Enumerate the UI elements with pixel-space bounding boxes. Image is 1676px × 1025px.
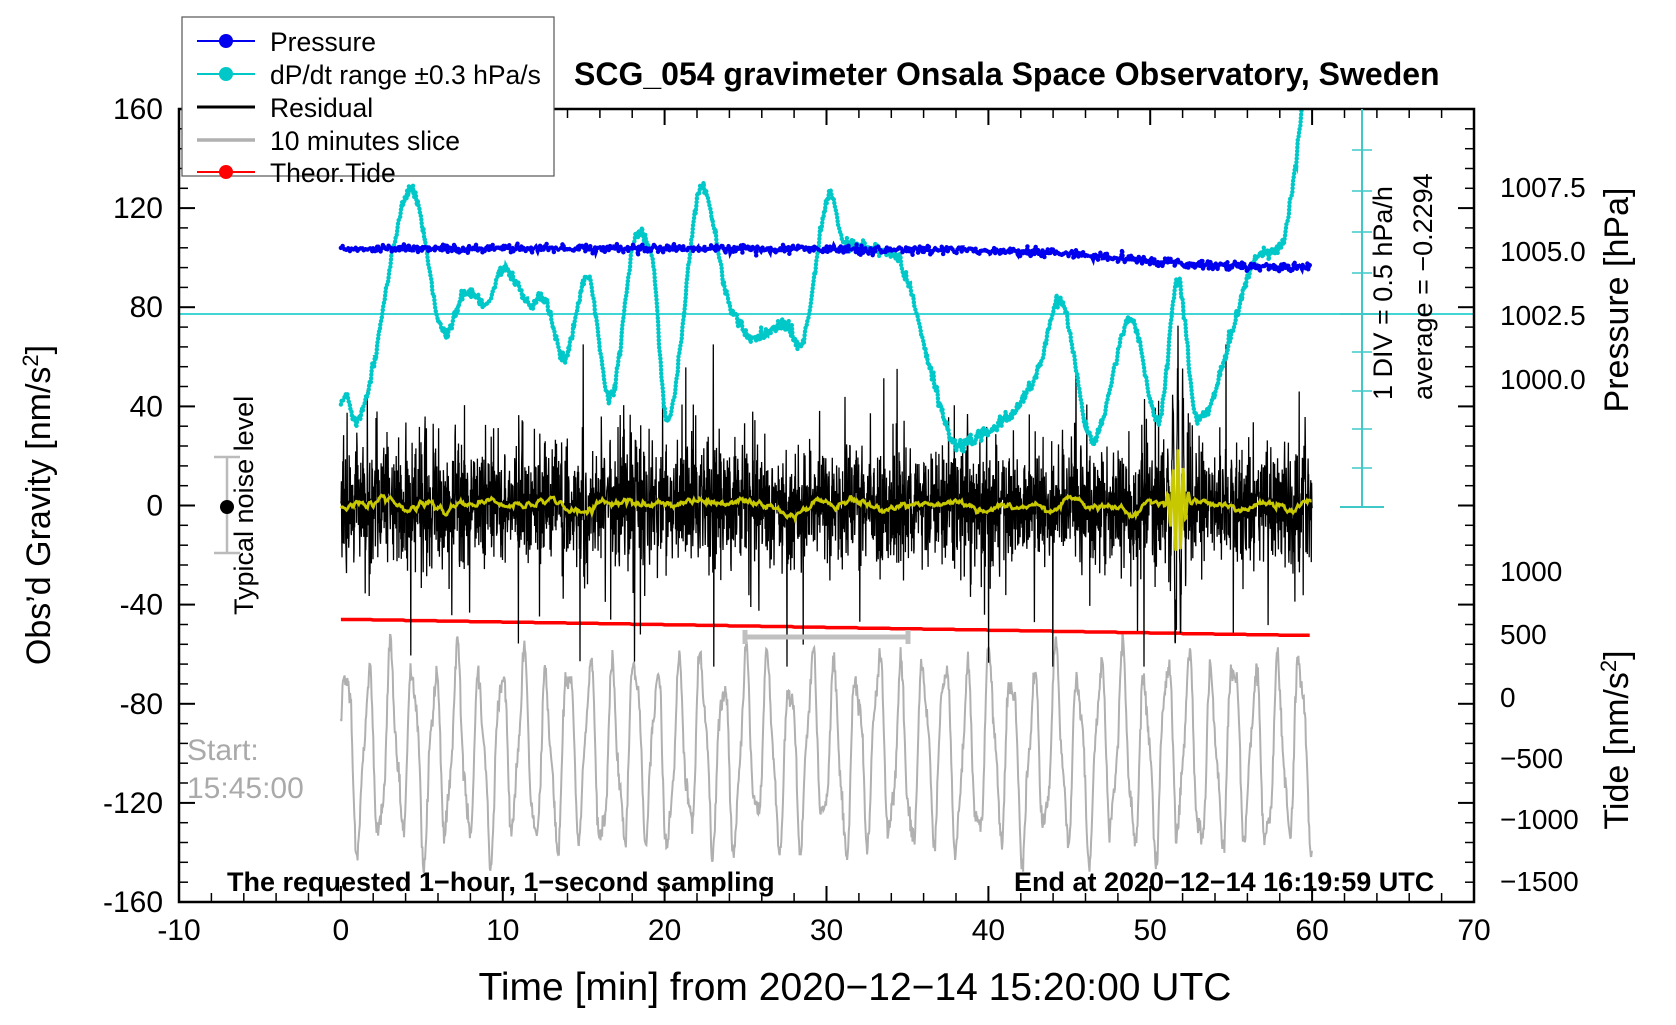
- svg-text:−1000: −1000: [1500, 804, 1579, 835]
- svg-text:30: 30: [810, 914, 843, 947]
- svg-text:0: 0: [146, 490, 163, 523]
- svg-text:−500: −500: [1500, 743, 1563, 774]
- svg-text:dP/dt range ±0.3 hPa/s: dP/dt range ±0.3 hPa/s: [270, 60, 541, 90]
- svg-text:40: 40: [972, 914, 1005, 947]
- svg-text:Time [min] from 2020−12−14 15:: Time [min] from 2020−12−14 15:20:00 UTC: [479, 966, 1232, 1009]
- svg-text:-160: -160: [103, 886, 163, 919]
- svg-text:Typical noise level: Typical noise level: [229, 396, 259, 615]
- svg-text:Pressure: Pressure: [270, 27, 376, 57]
- svg-text:Pressure [hPa]: Pressure [hPa]: [1598, 188, 1636, 413]
- svg-text:-120: -120: [103, 787, 163, 820]
- svg-text:−1500: −1500: [1500, 866, 1579, 897]
- svg-text:-10: -10: [157, 914, 200, 947]
- svg-text:160: 160: [113, 93, 163, 126]
- svg-text:120: 120: [113, 192, 163, 225]
- svg-text:1005.0: 1005.0: [1500, 236, 1586, 267]
- svg-text:-40: -40: [120, 589, 163, 622]
- svg-text:0: 0: [1500, 682, 1516, 713]
- svg-text:60: 60: [1295, 914, 1328, 947]
- svg-text:1000: 1000: [1500, 556, 1562, 587]
- svg-text:50: 50: [1134, 914, 1167, 947]
- svg-text:10 minutes slice: 10 minutes slice: [270, 126, 460, 156]
- svg-text:1000.0: 1000.0: [1500, 364, 1586, 395]
- svg-text:1007.5: 1007.5: [1500, 172, 1586, 203]
- svg-text:80: 80: [130, 291, 163, 324]
- svg-text:1 DIV = 0.5 hPa/h: 1 DIV = 0.5 hPa/h: [1368, 186, 1398, 400]
- svg-text:-80: -80: [120, 688, 163, 721]
- svg-text:40: 40: [130, 390, 163, 423]
- svg-text:0: 0: [333, 914, 350, 947]
- svg-text:70: 70: [1457, 914, 1490, 947]
- svg-text:1002.5: 1002.5: [1500, 300, 1586, 331]
- svg-text:Obs’d Gravity [nm/s2]: Obs’d Gravity [nm/s2]: [18, 345, 59, 665]
- svg-text:The requested 1−hour, 1−second: The requested 1−hour, 1−second sampling: [227, 867, 775, 897]
- svg-text:average = −0.2294: average = −0.2294: [1408, 173, 1438, 400]
- svg-text:End at 2020−12−14 16:19:59 UTC: End at 2020−12−14 16:19:59 UTC: [1014, 867, 1434, 897]
- svg-text:Theor.Tide: Theor.Tide: [270, 158, 396, 188]
- svg-text:500: 500: [1500, 619, 1547, 650]
- svg-text:Tide [nm/s2]: Tide [nm/s2]: [1596, 650, 1637, 829]
- svg-text:10: 10: [486, 914, 519, 947]
- svg-text:Residual: Residual: [270, 93, 373, 123]
- svg-text:20: 20: [648, 914, 681, 947]
- svg-text:SCG_054 gravimeter Onsala Spac: SCG_054 gravimeter Onsala Space Observat…: [574, 56, 1440, 92]
- svg-text:15:45:00: 15:45:00: [187, 772, 304, 805]
- svg-text:Start:: Start:: [187, 734, 259, 767]
